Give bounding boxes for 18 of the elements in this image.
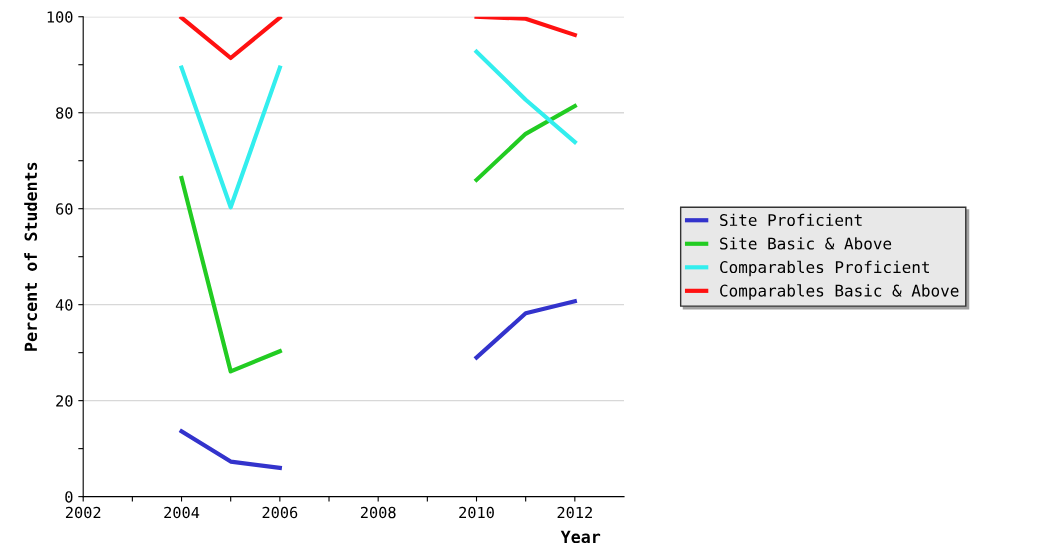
x-tick-label: 2002 — [65, 506, 101, 519]
y-tick-label: 60 — [56, 203, 73, 215]
legend-label: Comparables Proficient — [720, 260, 929, 277]
legend-label: Comparables Basic & Above — [720, 284, 959, 300]
x-tick-label: 2006 — [262, 506, 298, 519]
y-tick-label: 80 — [56, 107, 73, 119]
y-tick-label: 100 — [47, 11, 73, 23]
x-tick-label: 2012 — [557, 506, 592, 519]
x-tick-label: 2010 — [459, 506, 494, 519]
x-tick-label: 2008 — [360, 506, 396, 519]
legend-label: Site Proficient — [720, 213, 862, 227]
y-axis-title: Percent of Students — [24, 162, 38, 351]
legend-label: Site Basic & Above — [720, 237, 892, 250]
x-tick-label: 2004 — [164, 506, 200, 519]
y-tick-label: 20 — [56, 395, 73, 407]
x-axis-title: Year — [560, 530, 601, 544]
y-tick-label: 40 — [55, 299, 73, 311]
y-tick-label: 0 — [65, 491, 73, 503]
